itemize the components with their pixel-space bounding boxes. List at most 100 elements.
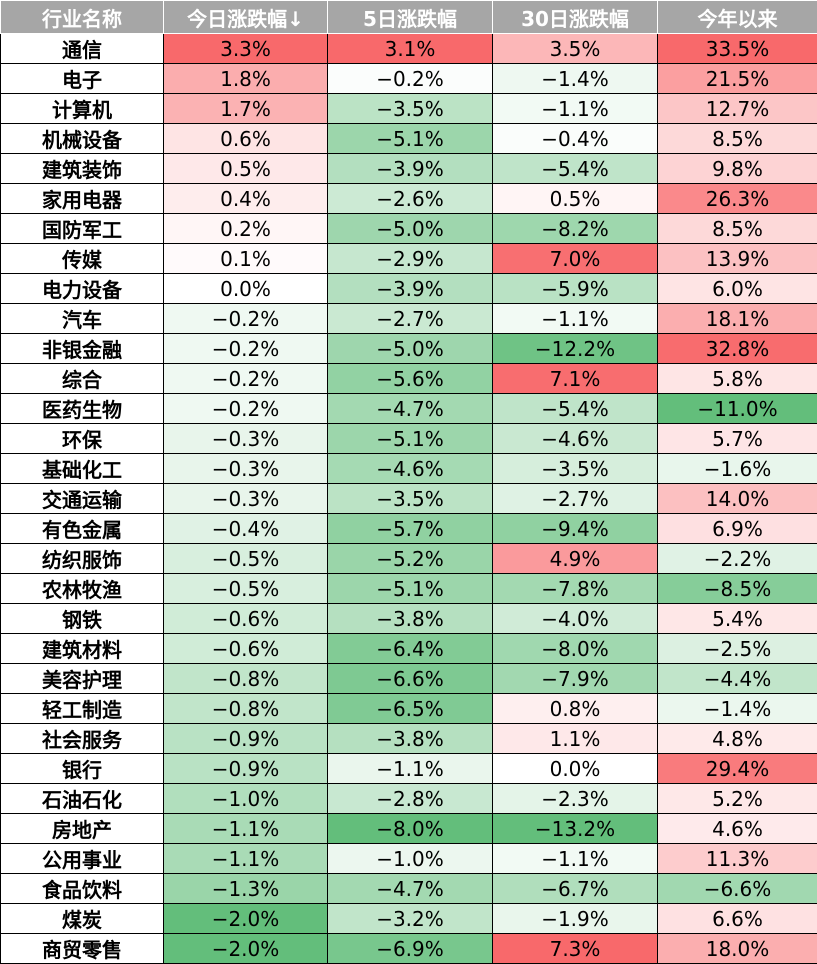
column-header-today-change[interactable]: 今日涨跌幅↓ <box>164 1 328 34</box>
table-row: 纺织服饰−0.5%−5.2%4.9%−2.2% <box>1 544 817 574</box>
industry-name-cell: 通信 <box>1 34 164 64</box>
five-day-change-cell: −5.1% <box>328 574 493 604</box>
industry-name-cell: 轻工制造 <box>1 694 164 724</box>
today-change-cell: −0.6% <box>164 604 328 634</box>
five-day-change-cell: −5.0% <box>328 334 493 364</box>
industry-name-cell: 美容护理 <box>1 664 164 694</box>
today-change-cell: −1.0% <box>164 784 328 814</box>
industry-name-cell: 农林牧渔 <box>1 574 164 604</box>
table-row: 交通运输−0.3%−3.5%−2.7%14.0% <box>1 484 817 514</box>
thirty-day-change-cell: 7.3% <box>493 934 658 964</box>
table-row: 煤炭−2.0%−3.2%−1.9%6.6% <box>1 904 817 934</box>
ytd-change-cell: −1.6% <box>658 454 817 484</box>
table-row: 基础化工−0.3%−4.6%−3.5%−1.6% <box>1 454 817 484</box>
five-day-change-cell: −3.2% <box>328 904 493 934</box>
ytd-change-cell: 18.0% <box>658 934 817 964</box>
today-change-cell: 1.8% <box>164 64 328 94</box>
industry-name-cell: 食品饮料 <box>1 874 164 904</box>
column-header-ytd-change[interactable]: 今年以来 <box>658 1 817 34</box>
today-change-cell: 0.2% <box>164 214 328 244</box>
thirty-day-change-cell: 3.5% <box>493 34 658 64</box>
today-change-cell: −2.0% <box>164 934 328 964</box>
industry-name-cell: 房地产 <box>1 814 164 844</box>
thirty-day-change-cell: −4.6% <box>493 424 658 454</box>
five-day-change-cell: −2.9% <box>328 244 493 274</box>
today-change-cell: −0.5% <box>164 574 328 604</box>
industry-name-cell: 国防军工 <box>1 214 164 244</box>
ytd-change-cell: 13.9% <box>658 244 817 274</box>
five-day-change-cell: −3.8% <box>328 724 493 754</box>
industry-name-cell: 综合 <box>1 364 164 394</box>
column-header-30day-change[interactable]: 30日涨跌幅 <box>493 1 658 34</box>
five-day-change-cell: −4.7% <box>328 394 493 424</box>
today-change-cell: −0.3% <box>164 424 328 454</box>
today-change-cell: −0.8% <box>164 694 328 724</box>
table-row: 医药生物−0.2%−4.7%−5.4%−11.0% <box>1 394 817 424</box>
today-change-cell: −0.9% <box>164 754 328 784</box>
ytd-change-cell: 14.0% <box>658 484 817 514</box>
ytd-change-cell: 5.8% <box>658 364 817 394</box>
ytd-change-cell: 6.6% <box>658 904 817 934</box>
five-day-change-cell: −3.5% <box>328 484 493 514</box>
ytd-change-cell: −4.4% <box>658 664 817 694</box>
ytd-change-cell: 8.5% <box>658 214 817 244</box>
thirty-day-change-cell: 0.5% <box>493 184 658 214</box>
industry-name-cell: 商贸零售 <box>1 934 164 964</box>
ytd-change-cell: 5.2% <box>658 784 817 814</box>
today-change-cell: −0.2% <box>164 394 328 424</box>
today-change-cell: −0.8% <box>164 664 328 694</box>
thirty-day-change-cell: −1.1% <box>493 844 658 874</box>
thirty-day-change-cell: −13.2% <box>493 814 658 844</box>
industry-name-cell: 医药生物 <box>1 394 164 424</box>
ytd-change-cell: −2.5% <box>658 634 817 664</box>
industry-name-cell: 计算机 <box>1 94 164 124</box>
ytd-change-cell: 12.7% <box>658 94 817 124</box>
thirty-day-change-cell: −5.4% <box>493 394 658 424</box>
today-change-cell: −0.2% <box>164 334 328 364</box>
industry-name-cell: 机械设备 <box>1 124 164 154</box>
five-day-change-cell: −5.1% <box>328 424 493 454</box>
column-header-industry[interactable]: 行业名称 <box>1 1 164 34</box>
five-day-change-cell: −6.5% <box>328 694 493 724</box>
ytd-change-cell: 4.6% <box>658 814 817 844</box>
thirty-day-change-cell: −12.2% <box>493 334 658 364</box>
ytd-change-cell: −8.5% <box>658 574 817 604</box>
thirty-day-change-cell: −2.3% <box>493 784 658 814</box>
industry-name-cell: 石油石化 <box>1 784 164 814</box>
thirty-day-change-cell: −2.7% <box>493 484 658 514</box>
industry-name-cell: 有色金属 <box>1 514 164 544</box>
table-row: 石油石化−1.0%−2.8%−2.3%5.2% <box>1 784 817 814</box>
thirty-day-change-cell: 7.0% <box>493 244 658 274</box>
industry-name-cell: 煤炭 <box>1 904 164 934</box>
table-row: 美容护理−0.8%−6.6%−7.9%−4.4% <box>1 664 817 694</box>
industry-name-cell: 电子 <box>1 64 164 94</box>
today-change-cell: 0.0% <box>164 274 328 304</box>
five-day-change-cell: −2.7% <box>328 304 493 334</box>
five-day-change-cell: −5.0% <box>328 214 493 244</box>
today-change-cell: 0.6% <box>164 124 328 154</box>
table-row: 银行−0.9%−1.1%0.0%29.4% <box>1 754 817 784</box>
industry-name-cell: 建筑装饰 <box>1 154 164 184</box>
five-day-change-cell: −1.0% <box>328 844 493 874</box>
column-header-5day-change[interactable]: 5日涨跌幅 <box>328 1 493 34</box>
today-change-cell: 0.1% <box>164 244 328 274</box>
industry-name-cell: 钢铁 <box>1 604 164 634</box>
five-day-change-cell: −5.1% <box>328 124 493 154</box>
today-change-cell: 3.3% <box>164 34 328 64</box>
today-change-cell: 1.7% <box>164 94 328 124</box>
five-day-change-cell: −5.2% <box>328 544 493 574</box>
five-day-change-cell: −4.6% <box>328 454 493 484</box>
ytd-change-cell: 32.8% <box>658 334 817 364</box>
thirty-day-change-cell: 1.1% <box>493 724 658 754</box>
industry-name-cell: 公用事业 <box>1 844 164 874</box>
table-row: 非银金融−0.2%−5.0%−12.2%32.8% <box>1 334 817 364</box>
thirty-day-change-cell: −7.9% <box>493 664 658 694</box>
industry-name-cell: 传媒 <box>1 244 164 274</box>
today-change-cell: −0.3% <box>164 454 328 484</box>
ytd-change-cell: −11.0% <box>658 394 817 424</box>
ytd-change-cell: 21.5% <box>658 64 817 94</box>
